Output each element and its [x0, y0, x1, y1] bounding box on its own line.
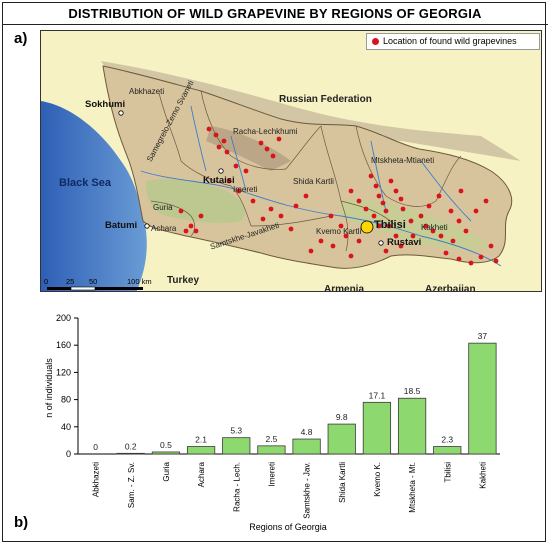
y-tick-label: 40: [61, 422, 71, 432]
x-tick-label: Shida Kartli: [338, 462, 347, 503]
bar-value-label: 17.1: [369, 390, 386, 400]
bar: [433, 446, 462, 455]
x-tick-label: Achara: [197, 461, 206, 487]
bar-value-label: 0.2: [125, 441, 137, 451]
bar: [186, 446, 216, 455]
y-tick-label: 200: [56, 313, 71, 323]
scale-100: 100 km: [127, 277, 152, 286]
label-sokhumi: Sokhumi: [85, 99, 126, 110]
map-legend: Location of found wild grapevines: [366, 33, 540, 50]
figure-frame: [2, 2, 546, 542]
label-armenia: Armenia: [324, 284, 365, 292]
bar: [116, 452, 145, 455]
bar-value-label: 2.1: [195, 435, 207, 445]
title-divider: [2, 24, 548, 25]
x-tick-label: Kvemo K.: [373, 462, 382, 497]
grapevine-locations: [178, 126, 499, 266]
bar-value-label: 37: [478, 331, 488, 341]
bar: [362, 401, 392, 455]
figure-title: DISTRIBUTION OF WILD GRAPEVINE BY REGION…: [68, 6, 482, 21]
x-tick-label: Tbilisi: [443, 462, 452, 483]
rivers: [140, 105, 502, 267]
bar-value-label: 4.8: [301, 427, 313, 437]
y-tick-label: 120: [56, 367, 71, 377]
map-graphic: [41, 31, 541, 291]
panel-a-label: a): [14, 30, 28, 47]
bar: [468, 342, 497, 455]
label-imereti: Imereti: [233, 185, 258, 194]
bar: [222, 437, 251, 455]
scale-bar: [47, 286, 143, 291]
bar-value-label: 5.3: [230, 426, 242, 436]
bar-value-label: 0.5: [160, 440, 172, 450]
y-axis: 0 40 80 120 160 200: [56, 313, 500, 459]
label-kvemo-kartli: Kvemo Kartli: [316, 227, 362, 236]
x-tick-label: Sam. - Z. Sv.: [127, 462, 136, 508]
bar-value-label: 2.5: [266, 434, 278, 444]
label-mtskheta: Mtskheta-Mtianeti: [371, 156, 435, 165]
x-tick-labels: Abkhazeti Sam. - Z. Sv. Guria Achara Racha -…: [92, 461, 488, 518]
x-tick-label: Imereti: [267, 462, 276, 487]
y-axis-label: n of individuals: [44, 358, 54, 418]
bar-value-label: 9.8: [336, 412, 348, 422]
bar-value-label: 0: [93, 442, 98, 452]
scale-50: 50: [89, 277, 98, 286]
y-tick-label: 160: [56, 340, 71, 350]
georgia-map: Location of found wild grapevines Black …: [40, 30, 542, 292]
y-tick-label: 0: [66, 449, 71, 459]
label-shida-kartli: Shida Kartli: [293, 177, 334, 186]
label-russia: Russian Federation: [279, 94, 372, 105]
bar-value-label: 2.3: [441, 435, 453, 445]
label-achara: Achara: [151, 224, 177, 233]
x-tick-label: Guria: [162, 461, 171, 481]
bar: [327, 423, 356, 455]
label-tbilisi: Tbilisi: [374, 219, 406, 231]
scale-25: 25: [66, 277, 75, 286]
bar-value-labels: 0 0.2 0.5 2.1 5.3 2.5 4.8 9.8 17.1 18.5 2.3 37: [93, 331, 487, 452]
label-black-sea: Black Sea: [59, 177, 111, 189]
upland-shade: [206, 126, 291, 171]
colchis-lowland: [145, 179, 246, 224]
label-guria: Guria: [153, 203, 173, 212]
label-batumi: Batumi: [105, 220, 138, 231]
caucasus-range: [101, 61, 521, 161]
bar: [151, 451, 181, 455]
y-tick-label: 80: [61, 395, 71, 405]
label-azerbaijan: Azerbaijan: [425, 284, 476, 292]
legend-marker: [372, 38, 379, 45]
bar: [292, 438, 321, 455]
kakheti-lowland: [341, 199, 491, 250]
bar: [397, 397, 427, 455]
legend-label: Location of found wild grapevines: [383, 36, 517, 46]
bars: [116, 342, 497, 455]
label-rustavi: Rustavi: [387, 237, 422, 248]
label-racha: Racha-Lechkhumi: [233, 127, 298, 136]
x-tick-label: Kakheti: [478, 462, 487, 489]
bar: [257, 445, 286, 455]
x-axis-label: Regions of Georgia: [249, 522, 327, 532]
tbilisi-marker: [360, 220, 374, 234]
x-tick-label: Racha - Lech.: [232, 462, 241, 512]
label-kutaisi: Kutaisi: [203, 175, 235, 186]
label-abkhazeti: Abkhazeti: [129, 87, 165, 96]
label-kakheti: Kakheti: [421, 223, 448, 232]
x-tick-label: Mtskheta - Mt.: [408, 462, 417, 513]
label-turkey: Turkey: [167, 275, 200, 286]
bar-chart: 0 40 80 120 160 200 0 0.2 0.5 2.1 5.3 2.5 4.8 9.8 17.…: [44, 313, 500, 532]
x-tick-label: Abkhazeti: [92, 462, 101, 497]
scale-0: 0: [44, 277, 49, 286]
panel-b-label: b): [14, 514, 29, 531]
bar-value-label: 18.5: [404, 386, 421, 396]
city-markers: [118, 110, 384, 246]
black-sea: [41, 101, 147, 291]
x-tick-label: Samtskhe - Jav.: [303, 462, 312, 519]
